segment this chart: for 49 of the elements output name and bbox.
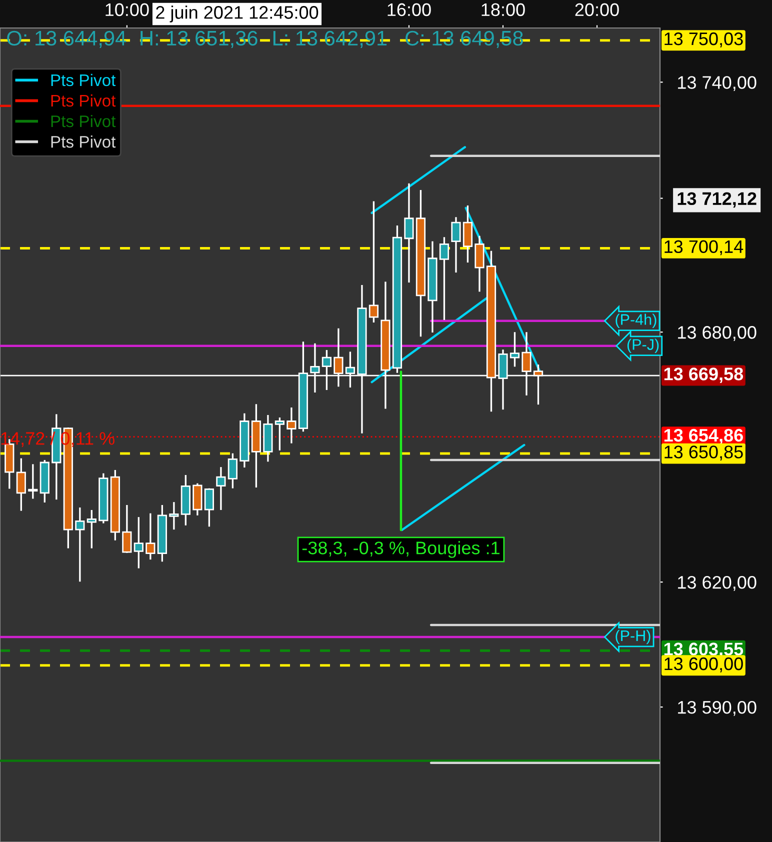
candlestick xyxy=(368,201,379,323)
candlestick xyxy=(439,237,450,320)
y-tick-label: 13 712,12 xyxy=(678,192,756,208)
annotation: (P-J) xyxy=(627,338,659,353)
candlestick xyxy=(75,507,85,582)
annotation: C: 13 649,58 xyxy=(406,30,523,48)
annotation: H: 13 651,36 xyxy=(140,30,258,48)
ref-line-label: 13 600,00 xyxy=(664,657,743,672)
candlestick xyxy=(16,458,26,511)
ref-line-label: 13 750,03 xyxy=(664,32,743,48)
annotation: L: 13 642,91 xyxy=(273,30,387,48)
candlestick xyxy=(474,236,484,292)
candlestick xyxy=(122,504,132,553)
y-tick-label: 13 590,00 xyxy=(678,700,756,716)
legend-label: Pts Pivot xyxy=(51,74,116,86)
candlestick xyxy=(146,513,156,560)
candlestick xyxy=(204,488,214,527)
ref-line-label: 13 669,58 xyxy=(664,368,744,383)
x-tick-label: 18:00 xyxy=(482,3,525,16)
candlestick xyxy=(134,517,144,568)
candlestick xyxy=(404,183,414,283)
candlestick xyxy=(451,217,461,273)
ref-line-label: 13 603,55 xyxy=(664,642,744,658)
legend-label: Pts Pivot xyxy=(51,94,116,107)
candlestick xyxy=(28,464,38,499)
ref-line-label: 13 654,86 xyxy=(664,428,743,444)
candlestick xyxy=(274,418,285,450)
y-tick-label: 13 620,00 xyxy=(678,576,756,591)
annotation: (P-H) xyxy=(616,630,650,644)
text: 2 juin 2021 12:45:00 xyxy=(156,6,318,22)
annotation: -38,3, -0,3 %, Bougies :1 xyxy=(302,541,500,558)
y-tick-label: 13 680,00 xyxy=(678,326,756,341)
ref-line-label: 13 650,85 xyxy=(664,446,743,461)
x-tick-label: 16:00 xyxy=(388,3,431,16)
y-tick-label: 13 740,00 xyxy=(678,76,756,92)
candlestick xyxy=(216,467,226,510)
legend-label: Pts Pivot xyxy=(51,136,116,148)
candlestick xyxy=(462,205,473,263)
candlestick xyxy=(510,332,520,367)
annotation: O: 13 644,94 xyxy=(7,30,126,48)
candlestick xyxy=(228,453,238,488)
annotation: (P-4h) xyxy=(616,314,656,328)
x-tick-label: 10:00 xyxy=(106,3,149,16)
candlestick xyxy=(286,408,296,444)
candlestick xyxy=(86,510,96,548)
candlestick xyxy=(169,502,179,530)
x-tick-label: 20:00 xyxy=(575,3,619,16)
ref-line-label: 13 700,14 xyxy=(664,240,744,256)
legend-label: Pts Pivot xyxy=(51,114,116,128)
